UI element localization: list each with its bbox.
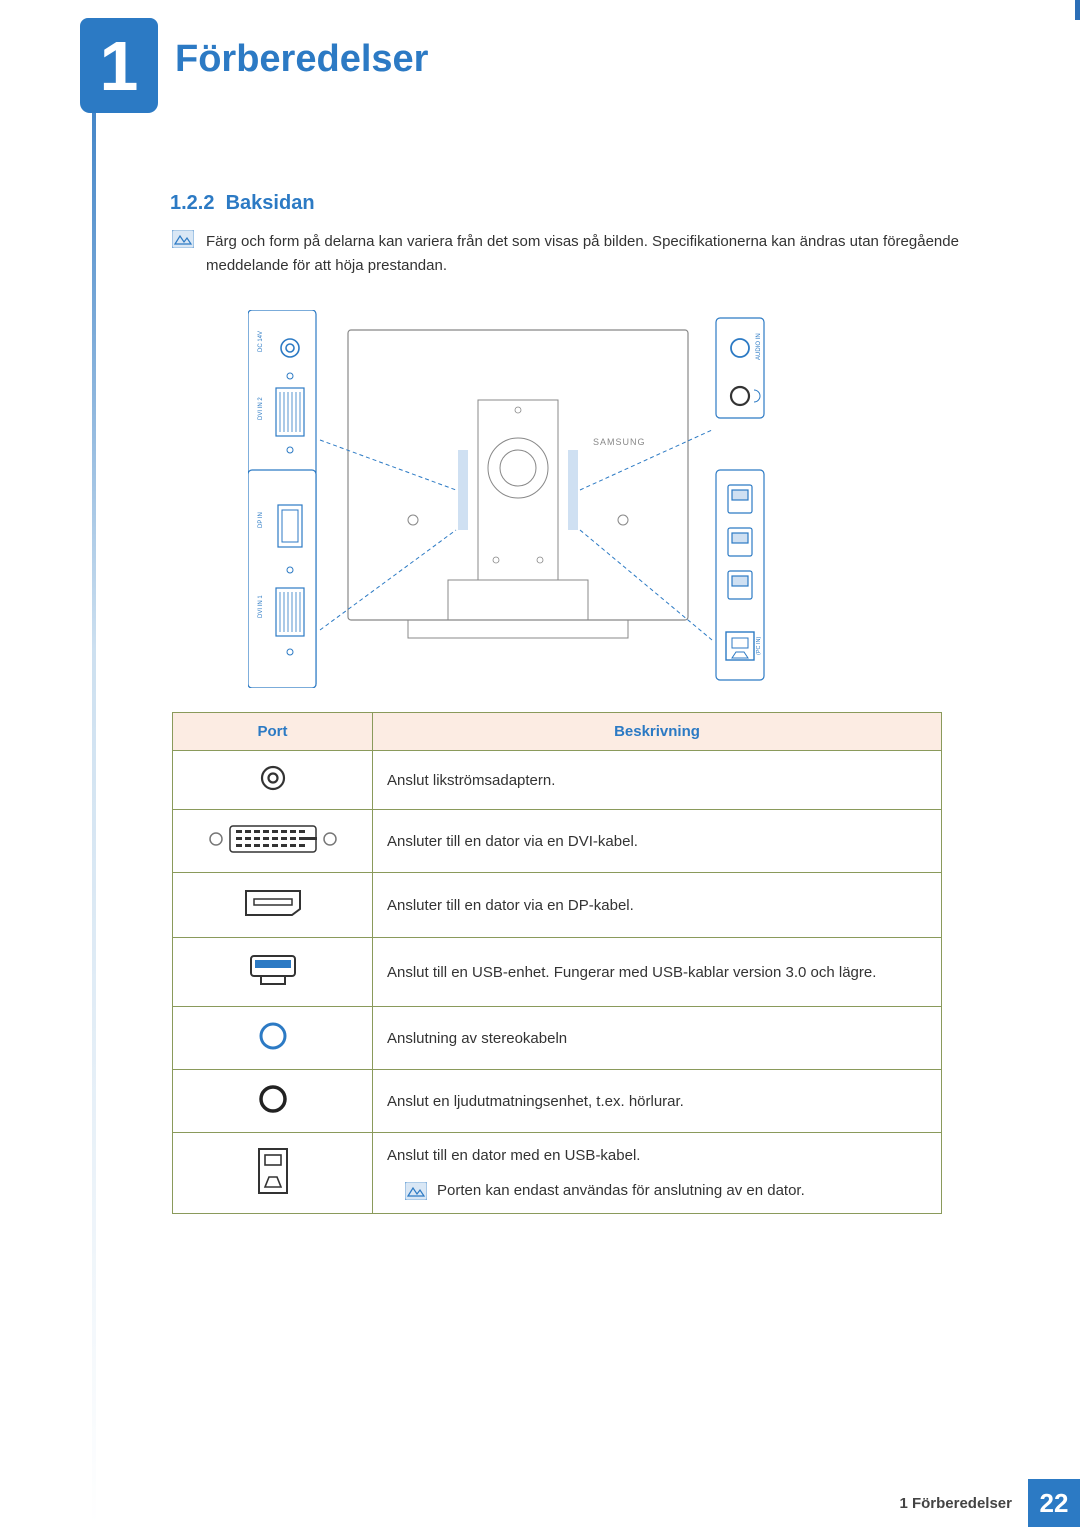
- diagram-label-dc: DC 14V: [258, 331, 264, 352]
- diagram-label-dvi1: DVI IN 1: [258, 595, 264, 618]
- note-icon: [405, 1182, 427, 1200]
- diagram-label-pcin: (PC IN): [756, 637, 762, 656]
- chapter-title: Förberedelser: [175, 38, 428, 81]
- port-icon-audio-in: [173, 1007, 373, 1070]
- port-subnote-text: Porten kan endast användas för anslutnin…: [437, 1182, 805, 1199]
- top-accent-bar: [1075, 0, 1080, 20]
- section-heading: 1.2.2 Baksidan: [170, 192, 315, 215]
- rear-diagram: DC 14V DVI IN 2 DP IN DVI IN 1 SAMSUNG: [248, 310, 808, 688]
- diagram-label-audio: AUDIO IN: [756, 333, 762, 360]
- port-icon-dc: [173, 751, 373, 810]
- section-title: Baksidan: [226, 192, 315, 214]
- table-header-desc: Beskrivning: [373, 713, 942, 751]
- diagram-brand: SAMSUNG: [593, 437, 646, 447]
- table-row: Anslut till en dator med en USB-kabel. P…: [173, 1133, 942, 1214]
- port-desc-with-note: Anslut till en dator med en USB-kabel. P…: [373, 1133, 942, 1214]
- table-row: Ansluter till en dator via en DP-kabel.: [173, 873, 942, 938]
- port-icon-audio-out: [173, 1070, 373, 1133]
- port-icon-dp: [173, 873, 373, 938]
- table-row: Anslutning av stereokabeln: [173, 1007, 942, 1070]
- table-header-port: Port: [173, 713, 373, 751]
- port-desc: Anslutning av stereokabeln: [373, 1007, 942, 1070]
- port-subnote: Porten kan endast användas för anslutnin…: [405, 1182, 927, 1200]
- table-row: Anslut till en USB-enhet. Fungerar med U…: [173, 938, 942, 1007]
- port-desc: Ansluter till en dator via en DVI-kabel.: [373, 810, 942, 873]
- left-gradient-rule: [92, 68, 96, 1527]
- port-desc: Anslut till en dator med en USB-kabel.: [387, 1147, 927, 1164]
- table-row: Anslut en ljudutmatningsenhet, t.ex. hör…: [173, 1070, 942, 1133]
- diagram-label-dvi2: DVI IN 2: [258, 397, 264, 420]
- chapter-badge: 1: [80, 18, 158, 113]
- intro-note: Färg och form på delarna kan variera frå…: [172, 230, 980, 278]
- chapter-number: 1: [100, 26, 139, 106]
- footer-page-number: 22: [1028, 1479, 1080, 1527]
- footer-label: 1 Förberedelser: [899, 1495, 1028, 1512]
- page-footer: 1 Förberedelser 22: [899, 1479, 1080, 1527]
- table-row: Ansluter till en dator via en DVI-kabel.: [173, 810, 942, 873]
- diagram-label-dp: DP IN: [258, 512, 264, 528]
- port-desc: Anslut till en USB-enhet. Fungerar med U…: [373, 938, 942, 1007]
- port-icon-usb: [173, 938, 373, 1007]
- port-desc: Ansluter till en dator via en DP-kabel.: [373, 873, 942, 938]
- section-number: 1.2.2: [170, 192, 214, 214]
- port-desc: Anslut likströmsadaptern.: [373, 751, 942, 810]
- intro-note-text: Färg och form på delarna kan variera frå…: [206, 230, 980, 278]
- note-icon: [172, 230, 194, 248]
- table-row: Anslut likströmsadaptern.: [173, 751, 942, 810]
- port-icon-dvi: [173, 810, 373, 873]
- port-icon-usb-pc: [173, 1133, 373, 1214]
- port-desc: Anslut en ljudutmatningsenhet, t.ex. hör…: [373, 1070, 942, 1133]
- port-table: Port Beskrivning Anslut likströmsadapter…: [172, 712, 942, 1214]
